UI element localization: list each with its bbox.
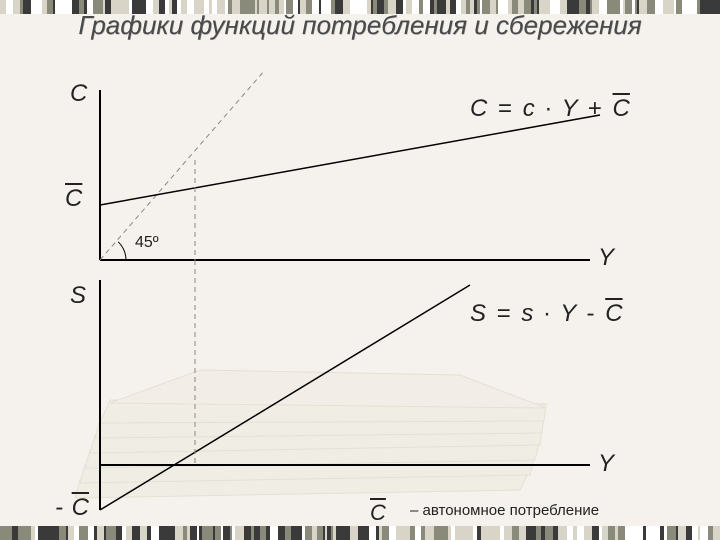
- f-c-eq: =: [498, 95, 512, 122]
- f-s-dot: ·: [543, 300, 551, 327]
- label-C-axis: C: [70, 80, 87, 108]
- label-S-axis: S: [70, 282, 86, 310]
- page-title: Графики функций потребления и сбережения: [0, 10, 720, 41]
- label-minus-Cbar-bottom: - C: [55, 494, 89, 522]
- formula-consumption: C = c · Y + C: [470, 95, 630, 123]
- f-c-dot: ·: [544, 95, 552, 122]
- label-Cbar-left: C: [65, 185, 82, 213]
- f-c-Y: Y: [562, 95, 578, 122]
- f-s-minus: -: [587, 300, 595, 327]
- f-s-Y: Y: [560, 300, 576, 327]
- cbar-bottom-left-text: C: [72, 494, 89, 521]
- label-45deg: 45º: [135, 234, 159, 252]
- formula-saving: S = s · Y - C: [470, 300, 623, 328]
- f-s-eq: =: [497, 300, 511, 327]
- label-Y-bottom: Y: [598, 450, 614, 478]
- f-c-plus: +: [588, 95, 602, 122]
- f-c-cbar: C: [613, 95, 630, 122]
- minus-sign: -: [55, 494, 63, 521]
- f-c-lhs: C: [470, 95, 487, 122]
- label-Y-top: Y: [598, 244, 614, 272]
- f-s-lhs: S: [470, 300, 486, 327]
- f-s-cbar: C: [605, 300, 622, 327]
- f-s-s: s: [521, 300, 533, 327]
- label-Cbar-note: C: [370, 500, 386, 526]
- cbar-left-text: C: [65, 185, 82, 212]
- cbar-note-symbol: C: [370, 500, 386, 525]
- f-c-c: c: [523, 95, 535, 122]
- note-autonomous: – автономное потребление: [410, 503, 610, 520]
